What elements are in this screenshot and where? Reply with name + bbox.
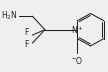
Text: N$^+$: N$^+$ [71,24,84,36]
Text: F: F [25,40,29,50]
Text: H$_2$N: H$_2$N [1,9,17,22]
Text: F: F [25,28,29,37]
Text: $^{-}$O: $^{-}$O [71,55,84,66]
